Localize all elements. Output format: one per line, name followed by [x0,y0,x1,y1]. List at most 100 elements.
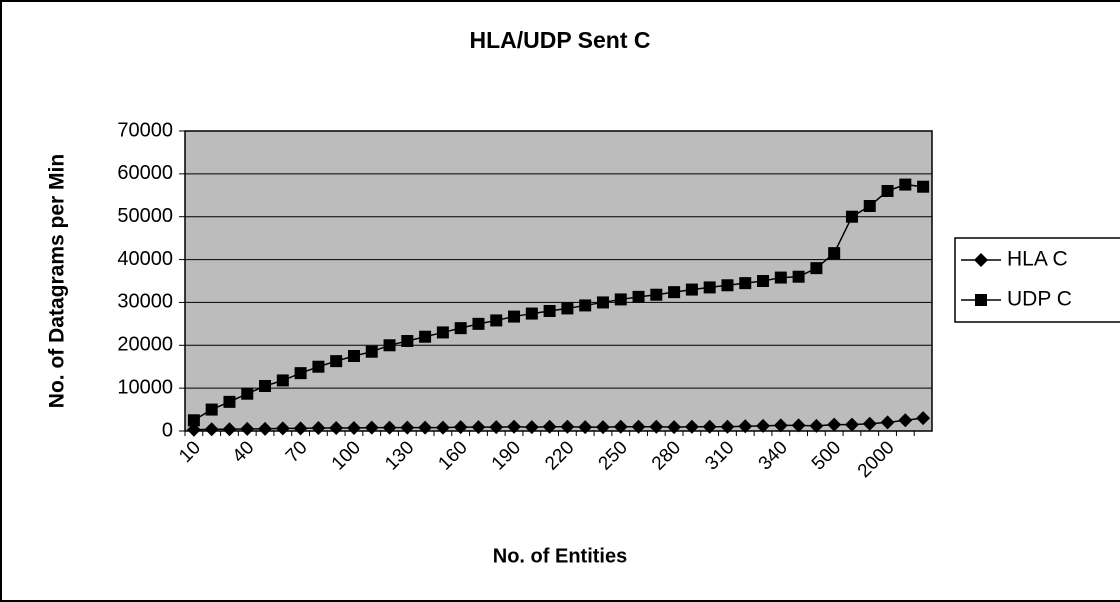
data-point [916,411,931,426]
data-point [347,350,360,362]
data-point [204,422,219,437]
data-point [863,200,876,212]
data-point [792,270,805,283]
y-tick-label: 10000 [117,376,173,398]
data-point [490,314,503,327]
data-point [703,281,716,294]
data-point [650,288,663,301]
data-point [241,387,254,400]
data-point [613,419,628,434]
data-point [684,419,699,434]
y-tick-label: 30000 [117,291,173,313]
data-point [595,420,610,435]
data-point [311,421,326,435]
data-point [330,355,343,368]
data-point [346,421,361,435]
data-point [453,420,468,435]
data-point [364,420,379,435]
data-point [899,178,912,191]
data-point [508,310,521,323]
legend-label: UDP C [1007,288,1072,311]
data-point [578,420,593,435]
legend-box [954,237,1120,323]
data-point [974,253,988,267]
legend-label: HLA C [1007,248,1068,271]
data-point [471,420,486,435]
data-point [543,305,556,317]
data-point [898,413,913,428]
data-point [401,335,414,347]
data-point [632,290,645,303]
data-point [276,374,289,387]
data-point [383,339,396,352]
data-point [205,403,218,416]
data-point [525,307,538,320]
data-point [845,210,858,223]
data-point [382,420,397,435]
data-point [419,330,432,343]
data-point [275,421,290,436]
data-point [738,419,753,434]
data-point [524,420,539,435]
data-point [400,420,415,435]
data-point [667,420,682,435]
data-point [560,419,575,434]
data-point [880,415,895,430]
data-point [258,421,273,436]
data-point [631,419,646,434]
data-point [809,418,824,433]
data-point [418,420,433,435]
data-point [975,294,987,306]
data-point [435,420,450,435]
data-point [223,395,236,408]
y-tick-label: 40000 [117,248,173,270]
data-point [293,421,308,436]
plot-area [184,130,933,432]
data-point [720,419,735,434]
data-point [774,271,787,284]
data-point [294,367,307,380]
data-point [579,299,592,312]
data-point [489,420,504,435]
data-point [756,418,771,433]
data-point [702,419,717,434]
chart-title: HLA/UDP Sent C [469,27,650,53]
data-point [561,302,574,315]
data-point [862,416,877,431]
y-tick-label: 50000 [117,205,173,227]
data-point [259,380,272,392]
data-point [917,180,930,193]
data-point [222,422,237,437]
data-point [454,322,467,335]
data-point [596,296,609,309]
data-point [881,185,894,197]
data-point [312,360,325,373]
y-tick-label: 70000 [117,119,173,141]
data-point [791,418,806,433]
data-point [365,345,378,358]
data-point [810,262,823,275]
data-point [436,326,449,339]
data-point [757,275,770,287]
data-point [614,293,627,306]
y-tick-label: 20000 [117,334,173,356]
data-point [721,279,734,292]
data-point [685,283,698,296]
data-point [739,277,752,290]
data-point [828,247,841,260]
data-point [507,419,522,434]
data-point [542,419,557,434]
data-point [472,317,485,330]
data-point [187,414,200,427]
data-point [240,421,255,436]
data-point [329,421,344,435]
x-axis-label: No. of Entities [493,545,627,567]
y-axis-label: No. of Datagrams per Min [46,154,69,408]
y-tick-label: 60000 [117,162,173,184]
data-point [844,417,859,432]
data-point [773,418,788,433]
y-tick-label: 0 [162,419,173,441]
data-point [827,417,842,432]
